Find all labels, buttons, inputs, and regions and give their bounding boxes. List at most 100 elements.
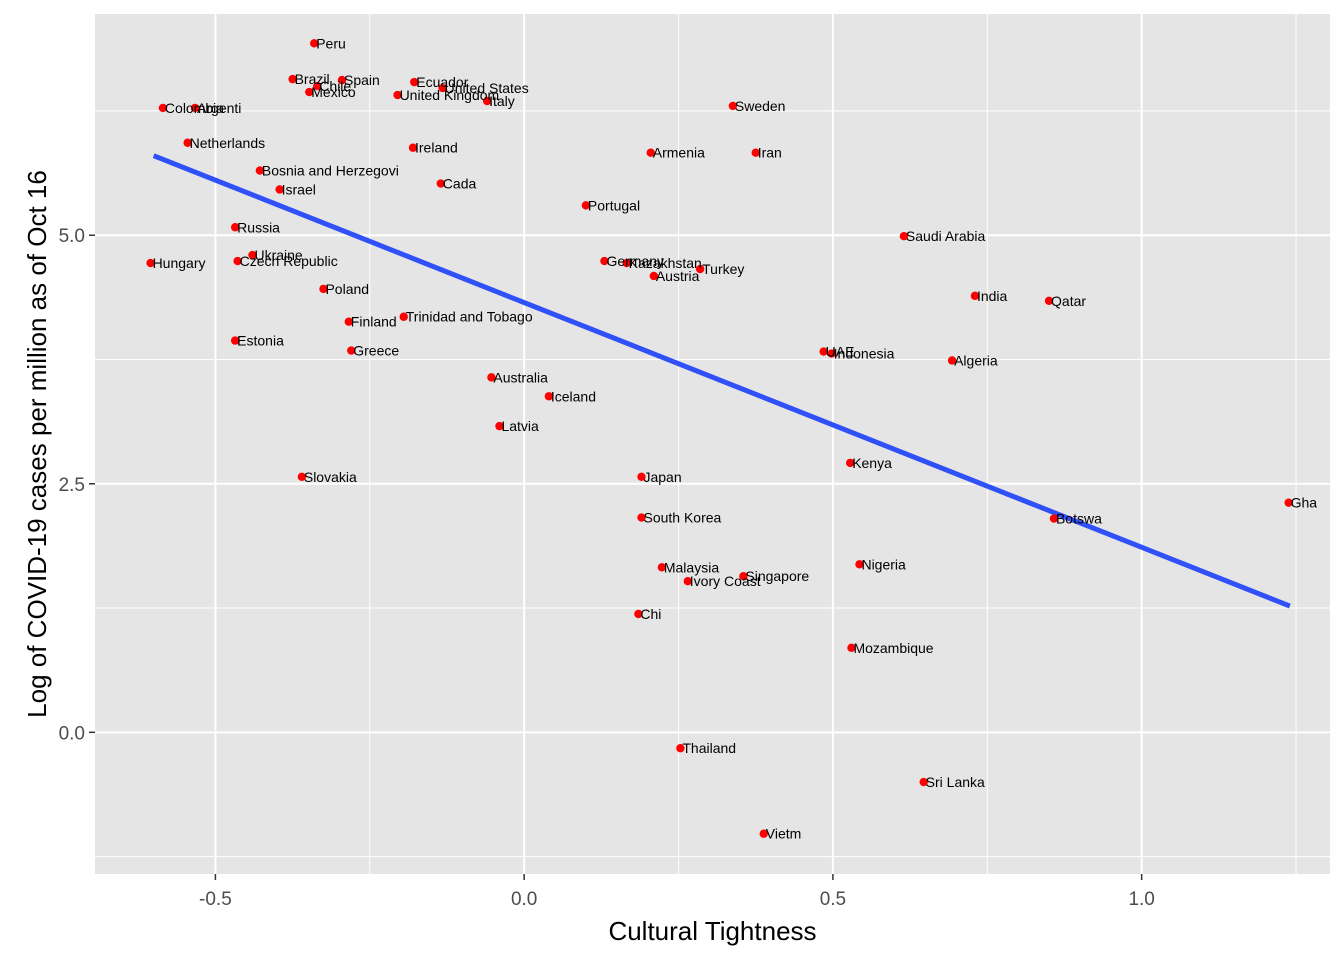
data-point [970,291,980,301]
data-point [297,472,307,482]
data-point [947,356,957,365]
x-tick-label: 1.0 [1128,889,1154,910]
data-point [634,609,643,619]
x-tick-label: -0.5 [199,889,232,910]
data-point [827,349,836,358]
data-point [248,250,257,260]
point-label: United States [445,80,529,96]
point-label: Indonesia [834,346,895,362]
point-label: Botswa [1056,511,1102,527]
y-tick-label: 0.0 [59,723,85,744]
data-point [622,258,631,268]
x-tick-label: 0.0 [511,889,537,910]
data-point [855,560,864,569]
data-point [1049,514,1059,523]
x-tick-label: 0.5 [820,889,846,910]
point-label: Chi [640,606,661,622]
point-label: South Korea [643,510,721,526]
y-tick-label: 2.5 [59,475,85,496]
point-label: Algeria [954,352,998,368]
y-tick-label: 5.0 [59,226,85,247]
point-label: Sweden [735,98,786,114]
data-point [695,264,705,274]
data-point [158,103,168,113]
point-label: Ecuador [416,74,468,90]
point-label: Finland [351,314,397,330]
data-point [183,138,192,147]
data-point [683,577,692,586]
point-label: Cada [443,176,477,192]
data-point [230,336,240,345]
point-label: Chile [319,78,351,94]
data-point [408,143,418,152]
data-point [305,87,314,97]
point-label: UAE [826,344,855,360]
data-point [751,148,760,157]
data-point [581,201,591,210]
data-point [676,744,685,753]
data-point [190,103,200,113]
data-point [1284,498,1293,507]
point-label: Netherlands [190,135,266,151]
point-label: Ivory Coast [690,573,761,589]
data-point [819,347,828,356]
point-label: Kazakhstan [629,255,702,271]
data-point [255,166,265,175]
data-point [637,472,646,482]
data-point [739,572,748,581]
point-label: Singapore [745,568,809,584]
data-point [482,96,492,106]
data-point [399,312,408,321]
data-point [544,392,554,401]
data-point [347,346,356,355]
data-point [649,271,659,281]
data-point [319,284,328,294]
data-point [657,563,667,572]
data-point [846,458,855,468]
x-axis-ticks: -0.5 0.0 0.5 1.0 [199,874,1155,910]
data-point [646,148,655,157]
point-label: Czech Republic [240,253,338,269]
data-point [313,81,322,91]
point-label: Bosnia and Herzegovi [262,163,399,179]
point-label: Saudi Arabia [906,228,986,244]
point-label: Poland [325,281,369,297]
point-label: Latvia [501,418,539,434]
y-axis-title: Log of COVID-19 cases per million as of … [22,170,52,718]
data-point [230,223,240,232]
data-points [146,39,1293,838]
data-point [288,74,297,84]
y-axis-ticks: 0.0 2.5 5.0 [59,226,95,744]
point-label: Israel [282,181,316,197]
data-point [310,39,319,48]
point-label: India [977,288,1008,304]
point-label: Russia [237,219,280,235]
x-axis-title: Cultural Tightness [608,916,816,946]
data-point [410,77,419,87]
plot-panel [95,14,1330,874]
data-point [1044,296,1054,306]
point-label: Germany [606,253,664,269]
point-label: Colombia [165,100,224,116]
point-label: Iceland [551,388,596,404]
data-point [899,232,909,241]
data-point [728,101,738,111]
data-point [337,75,347,85]
point-label: Thailand [682,740,736,756]
point-label: Ukraine [254,247,302,263]
point-label: Argenti [197,100,241,116]
point-label: Nigeria [861,556,906,572]
data-point [919,777,928,787]
point-label: Vietm [766,826,802,842]
point-label: Trinidad and Tobago [406,309,533,325]
data-point [438,83,447,93]
point-label: Iran [758,145,782,161]
point-label: Peru [316,35,346,51]
data-point [393,90,402,100]
data-point [233,256,242,266]
major-gridlines [95,14,1330,874]
data-point [344,317,353,326]
point-label: Hungary [153,255,206,271]
